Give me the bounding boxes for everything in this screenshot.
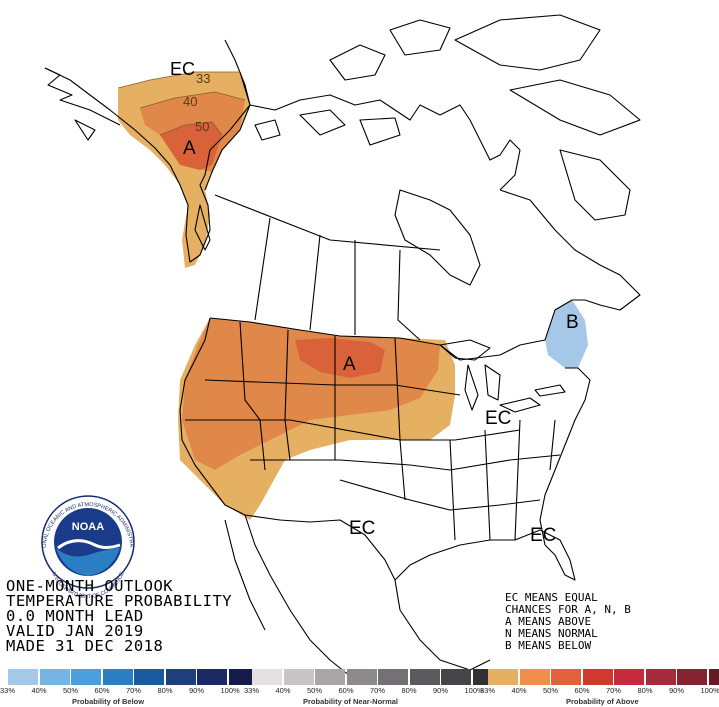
scale-below-swatch [228, 669, 259, 685]
svg-text:NATIONAL OCEANIC AND ATMOSPHER: NATIONAL OCEANIC AND ATMOSPHERIC ADMINIS… [0, 0, 134, 548]
label-southeast-ec: EC [530, 525, 556, 546]
scale-below-swatch [165, 669, 196, 685]
label-east-ec: EC [485, 408, 511, 429]
scale-below-swatch [8, 669, 38, 685]
scale-normal-tick: 60% [338, 686, 354, 695]
scale-normal-tick: 80% [401, 686, 417, 695]
label-plains-above: A [343, 354, 356, 375]
scale-normal-tick: 33% [244, 686, 260, 695]
scale-normal [252, 669, 504, 685]
key-line-4: N MEANS NORMAL [505, 627, 598, 640]
scale-above-tick: 90% [669, 686, 685, 695]
scale-below-swatch [102, 669, 133, 685]
label-alaska-50: 50 [195, 119, 209, 134]
scale-above [488, 669, 719, 685]
scale-above-tick: 80% [637, 686, 653, 695]
key-line-1: EC MEANS EQUAL [505, 591, 598, 604]
conus-shading [178, 300, 588, 520]
scale-above-tick: 60% [574, 686, 590, 695]
scale-normal-swatch [315, 669, 345, 685]
title-line-4: VALID JAN 2019 [6, 622, 144, 640]
noaa-logo: NOAA NATIONAL OCEANIC AND ATMOSPHERIC AD… [0, 0, 135, 600]
scale-above-title: Probability of Above [566, 697, 639, 706]
alaska-shading [118, 72, 250, 268]
key-line-5: B MEANS BELOW [505, 639, 592, 652]
scale-above-swatch [519, 669, 550, 685]
scale-normal-swatch [283, 669, 314, 685]
scale-below-tick: 90% [189, 686, 205, 695]
scale-above-tick: 50% [543, 686, 559, 695]
scale-above-swatch [488, 669, 518, 685]
scale-normal-title: Probability of Near-Normal [303, 697, 399, 706]
scale-normal-swatch [409, 669, 440, 685]
noaa-ring-text: NATIONAL OCEANIC AND ATMOSPHERIC ADMINIS… [0, 0, 134, 548]
scale-below-tick: 100% [220, 686, 240, 695]
label-alaska-ec: EC [170, 59, 195, 79]
scale-below-title: Probability of Below [72, 697, 145, 706]
scale-below [8, 669, 260, 685]
map-outline [44, 14, 641, 681]
scale-below-tick: 40% [31, 686, 47, 695]
label-northeast-below: B [566, 312, 579, 333]
scale-normal-swatch [252, 669, 282, 685]
scale-below-tick: 33% [0, 686, 16, 695]
label-south-ec: EC [349, 518, 375, 539]
key-line-3: A MEANS ABOVE [505, 615, 592, 628]
scale-normal-swatch [378, 669, 408, 685]
scale-above-swatch [614, 669, 644, 685]
scale-above-tick: 40% [511, 686, 527, 695]
scale-above-swatch [677, 669, 707, 685]
label-alaska-33: 33 [196, 71, 210, 86]
scale-below-tick: 50% [63, 686, 79, 695]
map-key: EC MEANS EQUAL CHANCES FOR A, N, B A MEA… [505, 592, 631, 652]
scale-normal-swatch [346, 669, 377, 685]
title-line-2: TEMPERATURE PROBABILITY [6, 592, 233, 610]
scale-above-tick: 33% [480, 686, 496, 695]
scale-below-swatch [39, 669, 70, 685]
title-line-5: MADE 31 DEC 2018 [6, 637, 164, 655]
label-alaska-40: 40 [183, 94, 197, 109]
scale-normal-tick: 40% [275, 686, 291, 695]
scale-normal-tick: 70% [370, 686, 386, 695]
scale-above-swatch [582, 669, 613, 685]
scale-normal-tick: 100% [464, 686, 484, 695]
map-labels: EC 33 40 50 A A B EC EC EC [170, 59, 579, 546]
scale-below-tick: 60% [94, 686, 110, 695]
scale-normal-tick: 50% [307, 686, 323, 695]
scale-above-swatch [645, 669, 676, 685]
scale-above-tick: 100% [700, 686, 719, 695]
scale-normal-swatch [441, 669, 471, 685]
noaa-logo-name: NOAA [72, 521, 104, 533]
scale-above-swatch [708, 669, 719, 685]
title-line-3: 0.0 MONTH LEAD [6, 607, 144, 625]
scale-above-tick: 70% [606, 686, 622, 695]
key-line-2: CHANCES FOR A, N, B [505, 603, 631, 616]
outlook-title-block: ONE-MONTH OUTLOOK TEMPERATURE PROBABILIT… [6, 577, 233, 655]
scale-below-swatch [197, 669, 227, 685]
scale-below-tick: 70% [126, 686, 142, 695]
scale-below-swatch [71, 669, 101, 685]
alaska-contours [117, 71, 246, 136]
scale-above-swatch [551, 669, 581, 685]
scale-below-tick: 80% [157, 686, 173, 695]
scale-normal-tick: 90% [433, 686, 449, 695]
title-line-1: ONE-MONTH OUTLOOK [6, 577, 174, 595]
scale-below-swatch [134, 669, 164, 685]
label-alaska-above: A [183, 138, 196, 159]
